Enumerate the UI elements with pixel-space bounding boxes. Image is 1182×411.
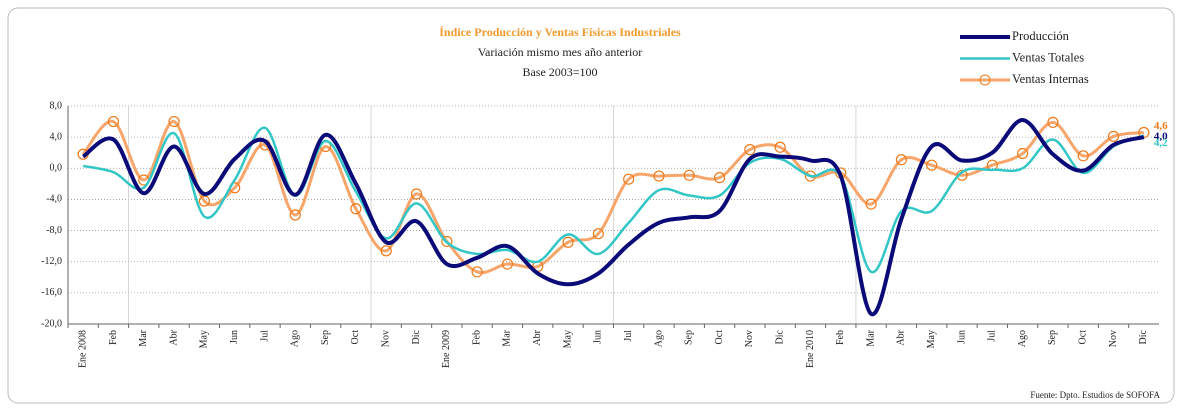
x-tick-label: Nov <box>381 330 392 347</box>
data-label: 4,0 <box>1154 131 1168 143</box>
chart-title: Índice Producción y Ventas Físicas Indus… <box>439 25 681 39</box>
x-tick-label: Dic <box>1138 329 1149 344</box>
x-tick-label: Oct <box>350 330 361 345</box>
x-tick-label: Nov <box>1108 330 1119 347</box>
marker <box>1017 147 1029 160</box>
x-tick-label: May <box>562 330 573 348</box>
series-line <box>82 126 1145 274</box>
x-tick-label: May <box>199 330 210 348</box>
y-tick-label: -16,0 <box>41 287 62 298</box>
legend-label: Producción <box>1012 29 1070 43</box>
marker <box>592 228 604 240</box>
x-tick-label: Sep <box>320 330 331 345</box>
y-tick-label: -4,0 <box>46 194 62 205</box>
x-tick-label: Jul <box>987 330 998 342</box>
marker <box>289 209 301 221</box>
x-tick-label: Feb <box>835 330 846 345</box>
marker <box>441 235 453 248</box>
y-tick-label: 4,0 <box>50 131 63 142</box>
x-tick-label: Dic <box>411 329 422 344</box>
legend-marker <box>979 74 991 86</box>
x-tick-label: Jul <box>623 330 634 342</box>
x-tick-label: Jun <box>593 330 604 344</box>
x-tick-label: Abr <box>168 329 179 345</box>
marker <box>713 172 726 184</box>
marker <box>107 115 120 128</box>
x-tick-label: Ene 2009 <box>441 330 452 368</box>
x-tick-label: May <box>926 330 937 348</box>
marker <box>471 266 483 278</box>
x-tick-label: Jun <box>229 330 240 344</box>
marker <box>895 154 908 166</box>
marker <box>623 173 635 185</box>
data-label: 4,6 <box>1154 120 1168 132</box>
x-tick-label: Sep <box>1047 330 1058 345</box>
marker <box>1047 116 1059 128</box>
chart-subtitle: Base 2003=100 <box>522 65 597 79</box>
marker <box>350 203 362 215</box>
marker <box>168 115 180 128</box>
x-tick-label: Nov <box>744 330 755 347</box>
legend-label: Ventas Internas <box>1012 72 1089 86</box>
marker <box>380 245 392 257</box>
x-tick-label: Ene 2010 <box>805 330 816 368</box>
marker <box>744 144 756 156</box>
x-tick-label: Ago <box>290 330 301 347</box>
marker <box>501 258 514 270</box>
y-tick-label: 8,0 <box>50 100 63 111</box>
x-tick-label: Sep <box>684 330 695 345</box>
y-tick-label: -12,0 <box>41 256 62 267</box>
y-tick-label: 0,0 <box>50 163 63 174</box>
x-tick-label: Abr <box>896 329 907 345</box>
marker <box>774 141 786 153</box>
x-tick-label: Feb <box>108 330 119 345</box>
x-tick-label: Mar <box>865 329 876 346</box>
marker <box>410 188 423 200</box>
data-label: 4,2 <box>1154 137 1168 149</box>
series-line <box>81 120 1145 275</box>
x-tick-label: Mar <box>502 329 513 346</box>
x-tick-label: Jun <box>956 330 967 344</box>
x-tick-label: Mar <box>138 329 149 346</box>
marker <box>1107 130 1120 142</box>
x-tick-label: Feb <box>471 330 482 345</box>
x-tick-label: Jul <box>259 330 270 342</box>
marker <box>562 236 574 248</box>
marker <box>1077 150 1089 162</box>
source: Fuente: Dpto. Estudios de SOFOFA <box>1030 390 1160 400</box>
frame <box>7 7 1175 404</box>
y-tick-label: -20,0 <box>41 318 62 329</box>
series-line <box>81 118 1145 316</box>
x-tick-label: Abr <box>532 329 543 345</box>
x-tick-label: Ene 2008 <box>77 330 88 368</box>
y-tick-label: -8,0 <box>46 225 62 236</box>
marker <box>683 169 695 181</box>
chart-subtitle: Variación mismo mes año anterior <box>478 45 643 59</box>
x-tick-label: Ago <box>653 330 664 347</box>
marker <box>653 170 665 182</box>
marker <box>865 198 877 210</box>
legend-label: Ventas Totales <box>1012 50 1084 64</box>
x-tick-label: Oct <box>1078 330 1089 345</box>
x-tick-label: Oct <box>714 330 725 345</box>
x-tick-label: Dic <box>774 329 785 344</box>
x-tick-label: Ago <box>1017 330 1028 347</box>
marker <box>926 159 938 171</box>
